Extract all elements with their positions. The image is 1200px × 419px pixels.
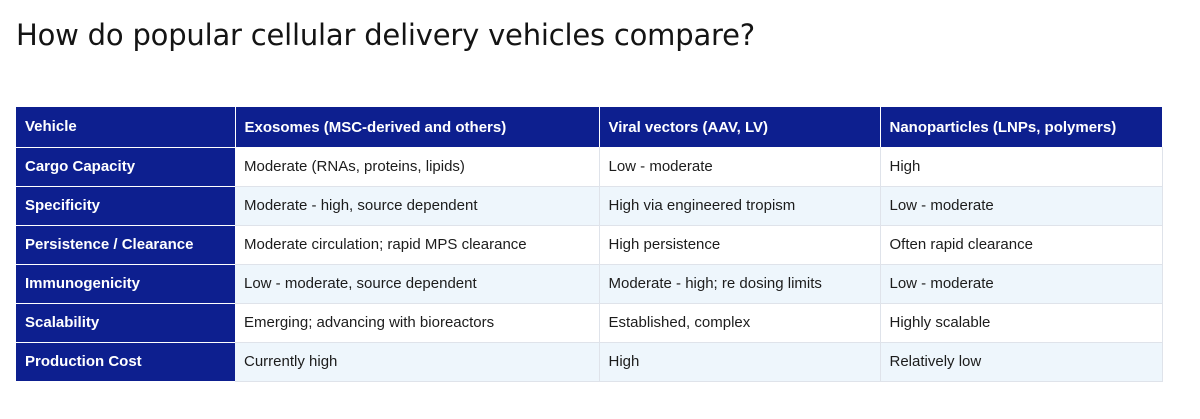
row-label: Cargo Capacity — [16, 146, 235, 186]
table-cell: High via engineered tropism — [599, 186, 881, 226]
table-cell: Low - moderate, source dependent — [235, 264, 600, 304]
comparison-table: Vehicle Exosomes (MSC-derived and others… — [16, 107, 1163, 382]
table-cell: High persistence — [599, 225, 881, 265]
row-label: Persistence / Clearance — [16, 224, 235, 264]
table-cell: Highly scalable — [880, 303, 1163, 343]
table-cell: Currently high — [235, 342, 600, 382]
row-label: Specificity — [16, 185, 235, 225]
table-cell: Established, complex — [599, 303, 881, 343]
table-cell: Often rapid clearance — [880, 225, 1163, 265]
table-cell: Moderate - high; re dosing limits — [599, 264, 881, 304]
table-row: Production Cost Currently high High Rela… — [16, 341, 1163, 382]
row-label: Production Cost — [16, 341, 235, 381]
table-cell: High — [880, 147, 1163, 187]
header-vehicle: Vehicle — [16, 107, 236, 147]
table-cell: Relatively low — [880, 342, 1163, 382]
table-row: Immunogenicity Low - moderate, source de… — [16, 263, 1163, 304]
table-header-row: Vehicle Exosomes (MSC-derived and others… — [16, 107, 1162, 147]
table-cell: Moderate circulation; rapid MPS clearanc… — [235, 225, 600, 265]
header-viral-vectors: Viral vectors (AAV, LV) — [599, 107, 881, 147]
table-cell: Emerging; advancing with bioreactors — [235, 303, 600, 343]
table-cell: Moderate - high, source dependent — [235, 186, 600, 226]
row-label: Immunogenicity — [16, 263, 235, 303]
table-cell: Moderate (RNAs, proteins, lipids) — [235, 147, 600, 187]
table-cell: Low - moderate — [599, 147, 881, 187]
header-nanoparticles: Nanoparticles (LNPs, polymers) — [880, 107, 1162, 147]
page-title: How do popular cellular delivery vehicle… — [16, 18, 755, 52]
table-row: Cargo Capacity Moderate (RNAs, proteins,… — [16, 146, 1163, 187]
table-cell: Low - moderate — [880, 186, 1163, 226]
table-row: Scalability Emerging; advancing with bio… — [16, 302, 1163, 343]
row-label: Scalability — [16, 302, 235, 342]
table-cell: High — [599, 342, 881, 382]
header-exosomes: Exosomes (MSC-derived and others) — [235, 107, 600, 147]
table-row: Persistence / Clearance Moderate circula… — [16, 224, 1163, 265]
table-row: Specificity Moderate - high, source depe… — [16, 185, 1163, 226]
table-cell: Low - moderate — [880, 264, 1163, 304]
